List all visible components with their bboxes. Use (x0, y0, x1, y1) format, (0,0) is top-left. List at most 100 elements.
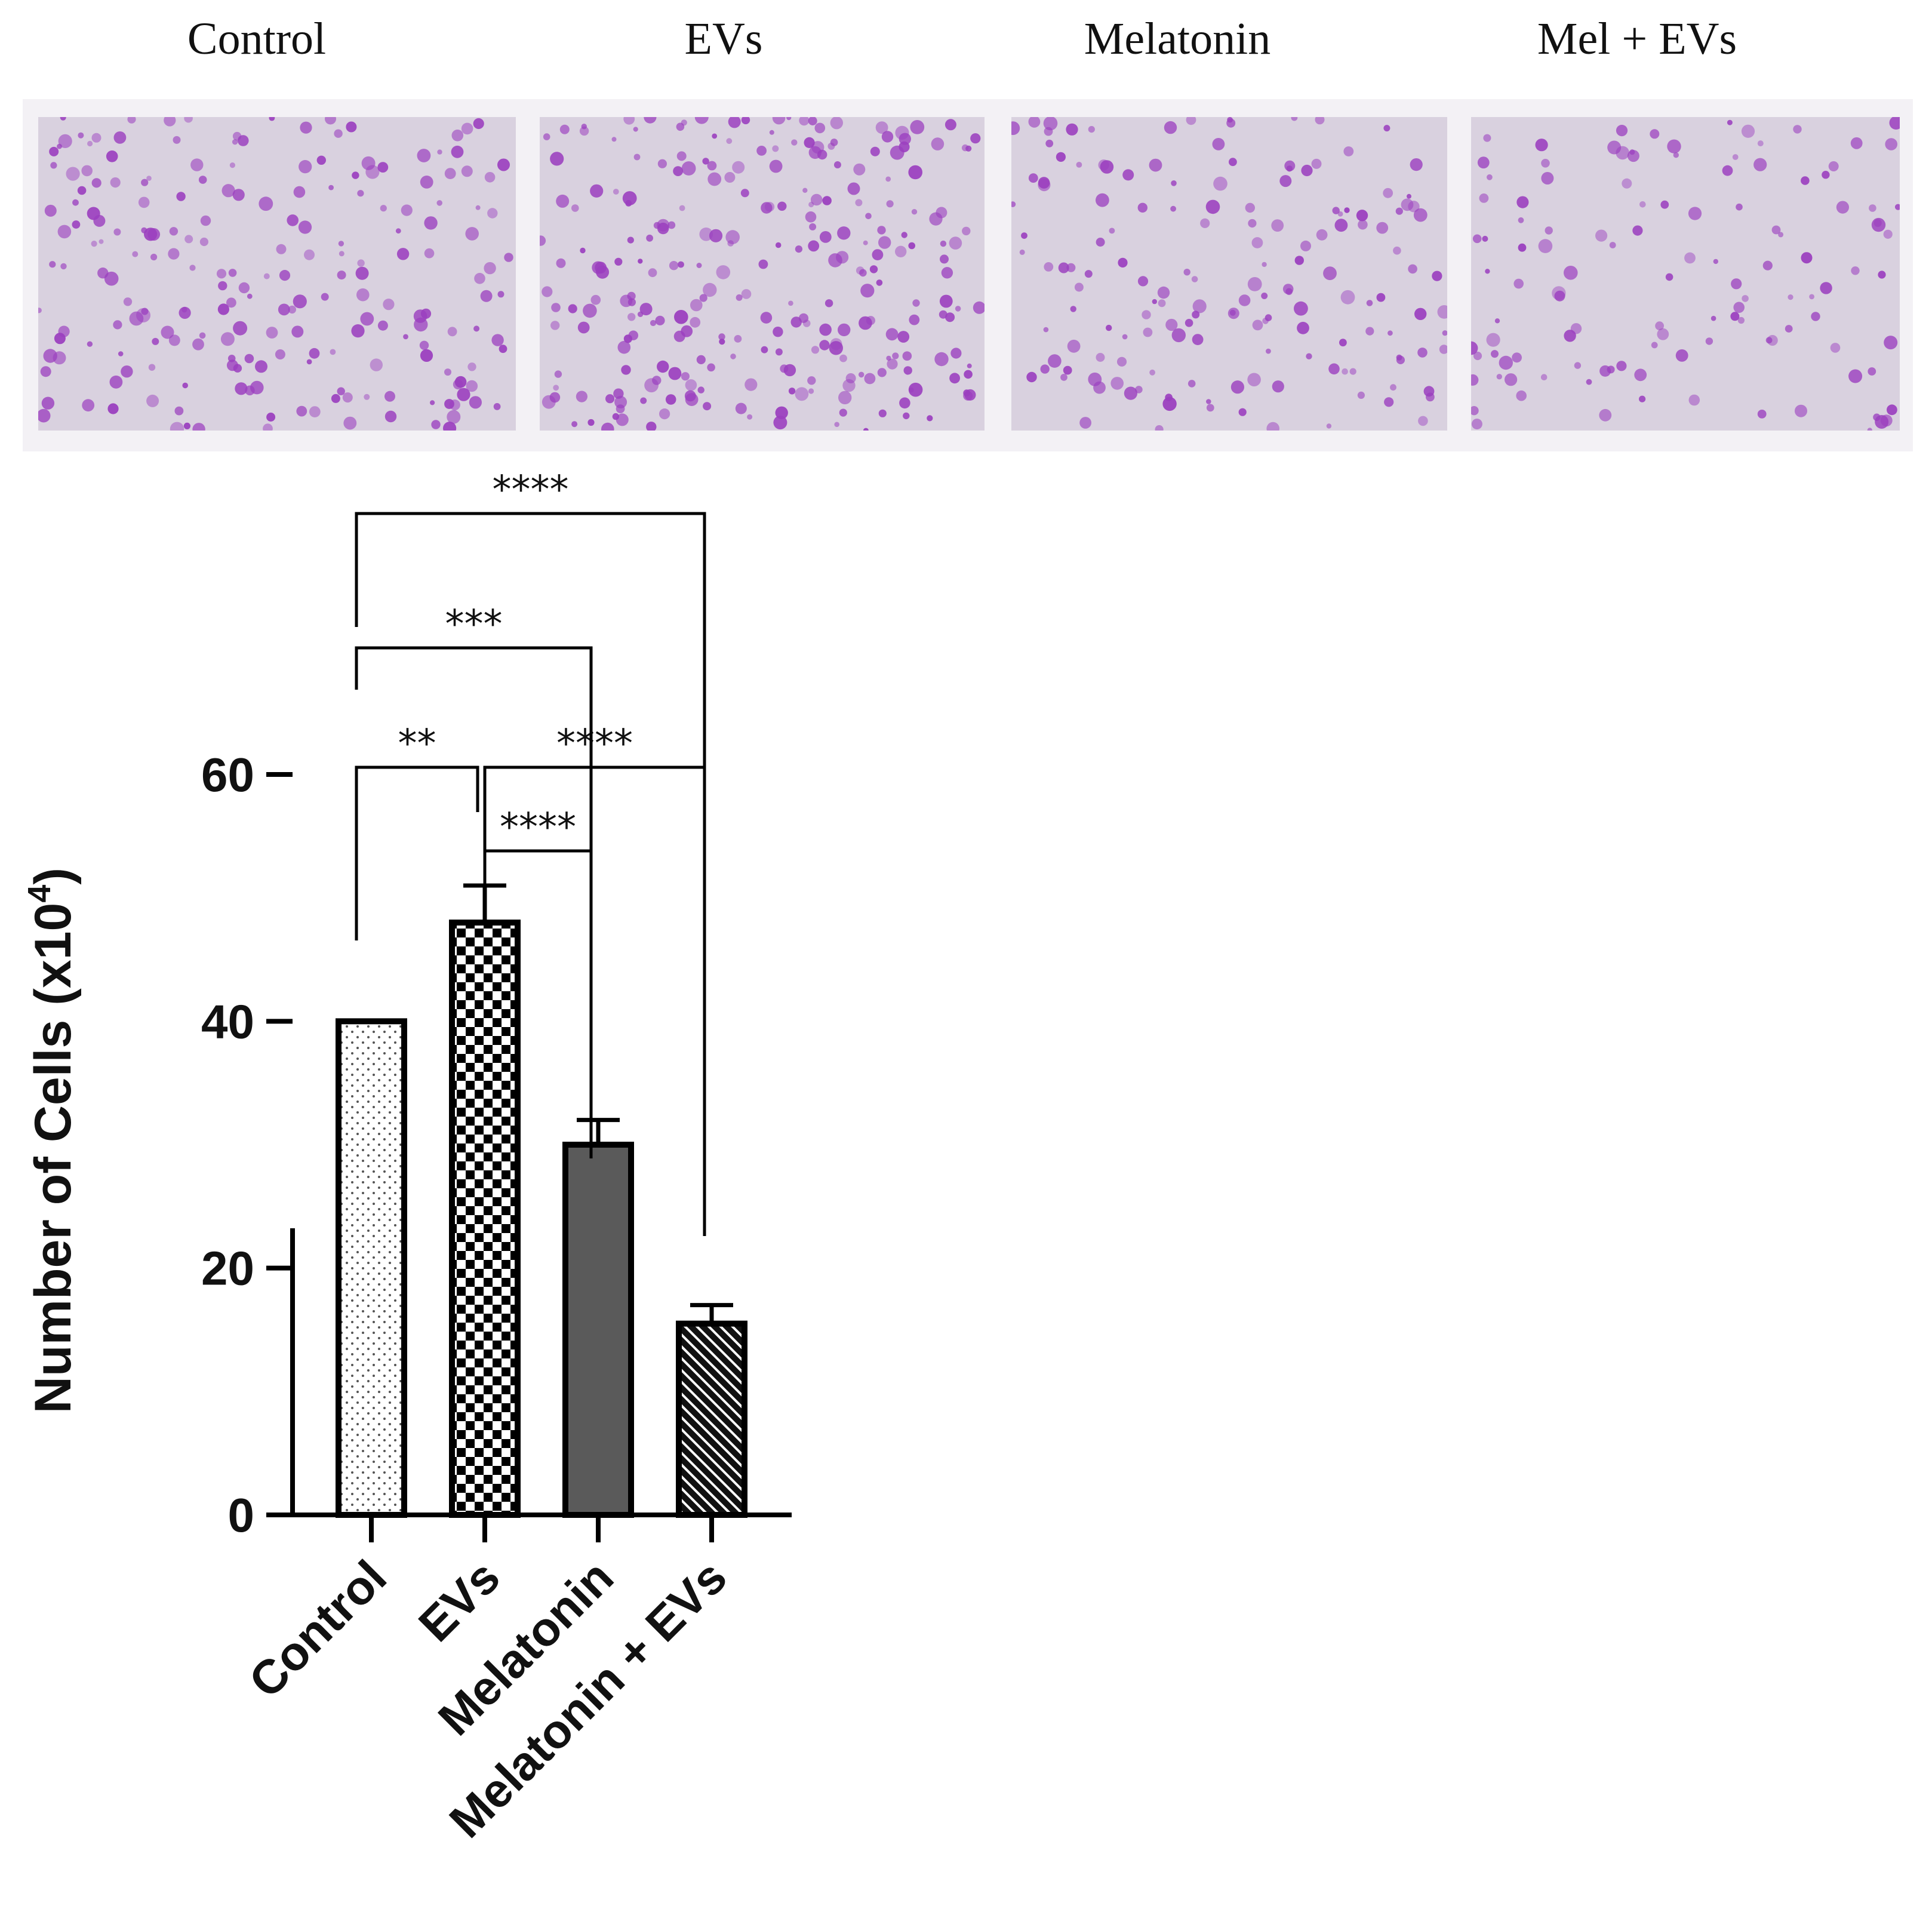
stained-cell (1026, 371, 1037, 383)
stained-cell (1785, 325, 1793, 333)
stained-cell (161, 325, 174, 339)
stained-cell (1516, 196, 1529, 208)
stained-cell (965, 145, 972, 152)
stained-cell (1124, 386, 1137, 400)
stained-cell (970, 133, 981, 144)
stained-cell (853, 163, 866, 176)
stained-cell (1344, 207, 1350, 213)
stained-cell (1067, 339, 1081, 353)
stained-cell (860, 284, 875, 298)
stained-cell (1183, 269, 1190, 276)
stained-cell (1627, 150, 1639, 162)
stained-cell (1019, 249, 1025, 255)
stained-cell (858, 371, 865, 378)
stained-cell (1869, 204, 1876, 212)
stained-cell (1733, 302, 1745, 313)
stained-cell (278, 303, 290, 316)
stained-cell (577, 321, 590, 334)
stained-cell (1811, 312, 1820, 321)
stained-cell (550, 152, 564, 166)
stained-cell (132, 251, 139, 257)
stained-cell (436, 200, 442, 206)
stained-cell (316, 155, 326, 165)
stained-cell (218, 281, 227, 291)
stained-cell (269, 117, 275, 121)
stained-cell (118, 351, 124, 356)
stained-cell (309, 406, 321, 417)
stained-cell (865, 213, 872, 220)
micrograph-mel-evs (1471, 117, 1900, 431)
stained-cell (1432, 270, 1442, 281)
stained-cell (1261, 293, 1268, 299)
stained-cell (838, 323, 851, 337)
stained-cell (1713, 259, 1718, 265)
stained-cell (1828, 161, 1839, 171)
stained-cell (1878, 270, 1886, 279)
stained-cell (1045, 139, 1054, 147)
stained-cell (673, 330, 685, 342)
stained-cell (1058, 262, 1069, 273)
stained-cell (82, 399, 95, 412)
stained-cell (487, 208, 498, 219)
stained-cell (49, 261, 56, 268)
stained-cell (383, 299, 395, 311)
stained-cell (431, 420, 441, 429)
stained-cell (587, 419, 595, 426)
stained-cell (420, 176, 433, 189)
stained-cell (232, 131, 242, 141)
stained-cell (1505, 373, 1518, 386)
stained-cell (1306, 353, 1312, 359)
stained-cell (709, 229, 723, 242)
stained-cell (1753, 158, 1767, 171)
stained-cell (825, 299, 833, 308)
stained-cell (576, 391, 587, 402)
stained-cell (461, 122, 473, 135)
stained-cell (356, 288, 370, 302)
stained-cell (1473, 351, 1482, 361)
stained-cell (633, 127, 638, 132)
stained-cell (1238, 294, 1251, 306)
stained-cell (1247, 277, 1262, 291)
stained-cell (1192, 299, 1207, 313)
stained-cell (941, 267, 953, 279)
stained-cell (694, 117, 709, 124)
stained-cell (640, 397, 647, 404)
stained-cell (38, 408, 51, 423)
stained-cell (1165, 394, 1173, 401)
stained-cell (790, 316, 802, 328)
stained-cell (357, 259, 365, 267)
stained-cell (491, 334, 504, 346)
stained-cell (940, 254, 949, 264)
bar-layer (336, 883, 747, 1542)
stained-cell (747, 414, 753, 420)
stained-cell (696, 355, 706, 364)
stained-cell (761, 202, 773, 214)
stained-cell (702, 158, 709, 165)
stained-cell (1328, 363, 1340, 375)
stained-cell (54, 333, 66, 345)
stained-cell (1262, 262, 1267, 268)
stained-cell (617, 340, 631, 354)
stained-cell (724, 172, 736, 183)
stained-cell (1494, 318, 1500, 324)
stained-cell (104, 271, 119, 286)
stained-cell (772, 145, 779, 152)
micrograph-evs (540, 117, 985, 431)
stained-cell (1383, 187, 1393, 198)
stained-cell (864, 373, 876, 385)
stained-cell (424, 216, 438, 230)
stained-cell (681, 119, 687, 126)
stained-cell (665, 394, 676, 405)
stained-cell (232, 139, 238, 145)
stained-cell (1227, 117, 1233, 123)
stained-cell (777, 201, 787, 211)
stained-cell (822, 196, 832, 205)
stained-cell (625, 200, 632, 207)
stained-cell (44, 204, 57, 217)
stained-cell (1801, 252, 1813, 264)
stained-cell (718, 333, 725, 340)
stained-cell (228, 269, 237, 277)
stained-cell (293, 186, 306, 198)
stained-cell (901, 232, 907, 238)
stained-cell (712, 133, 718, 139)
